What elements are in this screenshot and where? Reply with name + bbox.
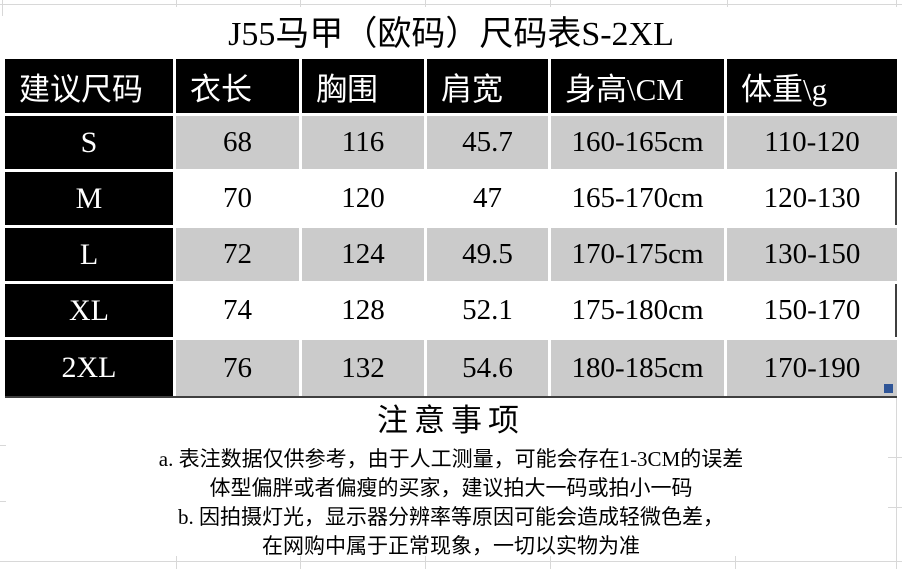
cell-size[interactable]: XL	[5, 284, 176, 340]
gridline-tick	[888, 507, 902, 508]
cell-weight[interactable]: 150-170	[727, 284, 897, 340]
cell-weight[interactable]: 170-190	[727, 340, 897, 396]
cell-chest[interactable]: 128	[302, 284, 427, 340]
cell-height[interactable]: 180-185cm	[551, 340, 727, 396]
gridline-tick	[727, 0, 728, 7]
gridline-right	[896, 397, 897, 569]
cell-length[interactable]: 68	[176, 116, 302, 172]
page-title: J55马甲（欧码）尺码表S-2XL	[228, 16, 674, 53]
gridline-tick	[300, 556, 301, 569]
cell-shoulder[interactable]: 52.1	[427, 284, 551, 340]
gridline-bottom	[0, 561, 902, 562]
cell-length[interactable]: 74	[176, 284, 302, 340]
cell-weight[interactable]: 130-150	[727, 228, 897, 284]
cell-size[interactable]: M	[5, 172, 176, 228]
table-row-s: S 68 116 45.7 160-165cm 110-120	[5, 116, 897, 172]
gridline-tick	[2, 0, 3, 16]
cell-shoulder[interactable]: 47	[427, 172, 551, 228]
column-header-shoulder[interactable]: 肩宽	[427, 59, 551, 116]
size-chart-table: 建议尺码 衣长 胸围 肩宽 身高\CM 体重\g S 68 116 45.7 1…	[5, 59, 897, 398]
column-header-size[interactable]: 建议尺码	[5, 59, 176, 116]
gridline-tick	[888, 457, 902, 458]
cell-length[interactable]: 72	[176, 228, 302, 284]
fill-handle[interactable]	[884, 384, 893, 393]
cell-height[interactable]: 175-180cm	[551, 284, 727, 340]
cell-shoulder[interactable]: 45.7	[427, 116, 551, 172]
notes-section: a. 表注数据仅供参考，由于人工测量，可能会存在1-3CM的误差 体型偏胖或者偏…	[0, 445, 902, 561]
note-line-4: 在网购中属于正常现象，一切以实物为准	[262, 534, 640, 558]
cell-chest[interactable]: 116	[302, 116, 427, 172]
cell-shoulder[interactable]: 54.6	[427, 340, 551, 396]
cell-size[interactable]: S	[5, 116, 176, 172]
gridline-tick	[735, 556, 736, 569]
column-header-chest[interactable]: 胸围	[302, 59, 427, 116]
cell-length[interactable]: 70	[176, 172, 302, 228]
gridline-tick	[300, 0, 301, 7]
gridline-tick	[425, 0, 426, 7]
column-header-length[interactable]: 衣长	[176, 59, 302, 116]
gridline-top	[0, 4, 902, 5]
table-header-row: 建议尺码 衣长 胸围 肩宽 身高\CM 体重\g	[5, 59, 897, 116]
cell-height[interactable]: 160-165cm	[551, 116, 727, 172]
cell-chest[interactable]: 132	[302, 340, 427, 396]
cell-size[interactable]: 2XL	[5, 340, 176, 396]
note-line-3: b. 因拍摄灯光，显示器分辨率等原因可能会造成轻微色差，	[178, 505, 724, 529]
cell-length[interactable]: 76	[176, 340, 302, 396]
cell-weight[interactable]: 120-130	[727, 172, 897, 228]
gridline-tick	[176, 0, 177, 7]
notes-heading: 注意事项	[377, 403, 525, 438]
gridline-tick	[425, 556, 426, 569]
note-line-1: a. 表注数据仅供参考，由于人工测量，可能会存在1-3CM的误差	[158, 447, 744, 471]
gridline-tick	[0, 501, 6, 502]
column-header-height[interactable]: 身高\CM	[551, 59, 727, 116]
column-header-weight[interactable]: 体重\g	[727, 59, 897, 116]
gridline-tick	[176, 556, 177, 569]
cell-shoulder[interactable]: 49.5	[427, 228, 551, 284]
gridline-tick	[0, 445, 6, 446]
gridline-tick	[896, 0, 897, 7]
cell-size[interactable]: L	[5, 228, 176, 284]
cell-weight[interactable]: 110-120	[727, 116, 897, 172]
cell-height[interactable]: 165-170cm	[551, 172, 727, 228]
gridline-tick	[550, 556, 551, 569]
cell-chest[interactable]: 124	[302, 228, 427, 284]
cell-height[interactable]: 170-175cm	[551, 228, 727, 284]
table-row-l: L 72 124 49.5 170-175cm 130-150	[5, 228, 897, 284]
note-line-2: 体型偏胖或者偏瘦的买家，建议拍大一码或拍小一码	[209, 476, 693, 500]
table-row-m: M 70 120 47 165-170cm 120-130	[5, 172, 897, 228]
table-row-2xl: 2XL 76 132 54.6 180-185cm 170-190	[5, 340, 897, 396]
gridline-tick	[550, 0, 551, 7]
table-row-xl: XL 74 128 52.1 175-180cm 150-170	[5, 284, 897, 340]
cell-chest[interactable]: 120	[302, 172, 427, 228]
